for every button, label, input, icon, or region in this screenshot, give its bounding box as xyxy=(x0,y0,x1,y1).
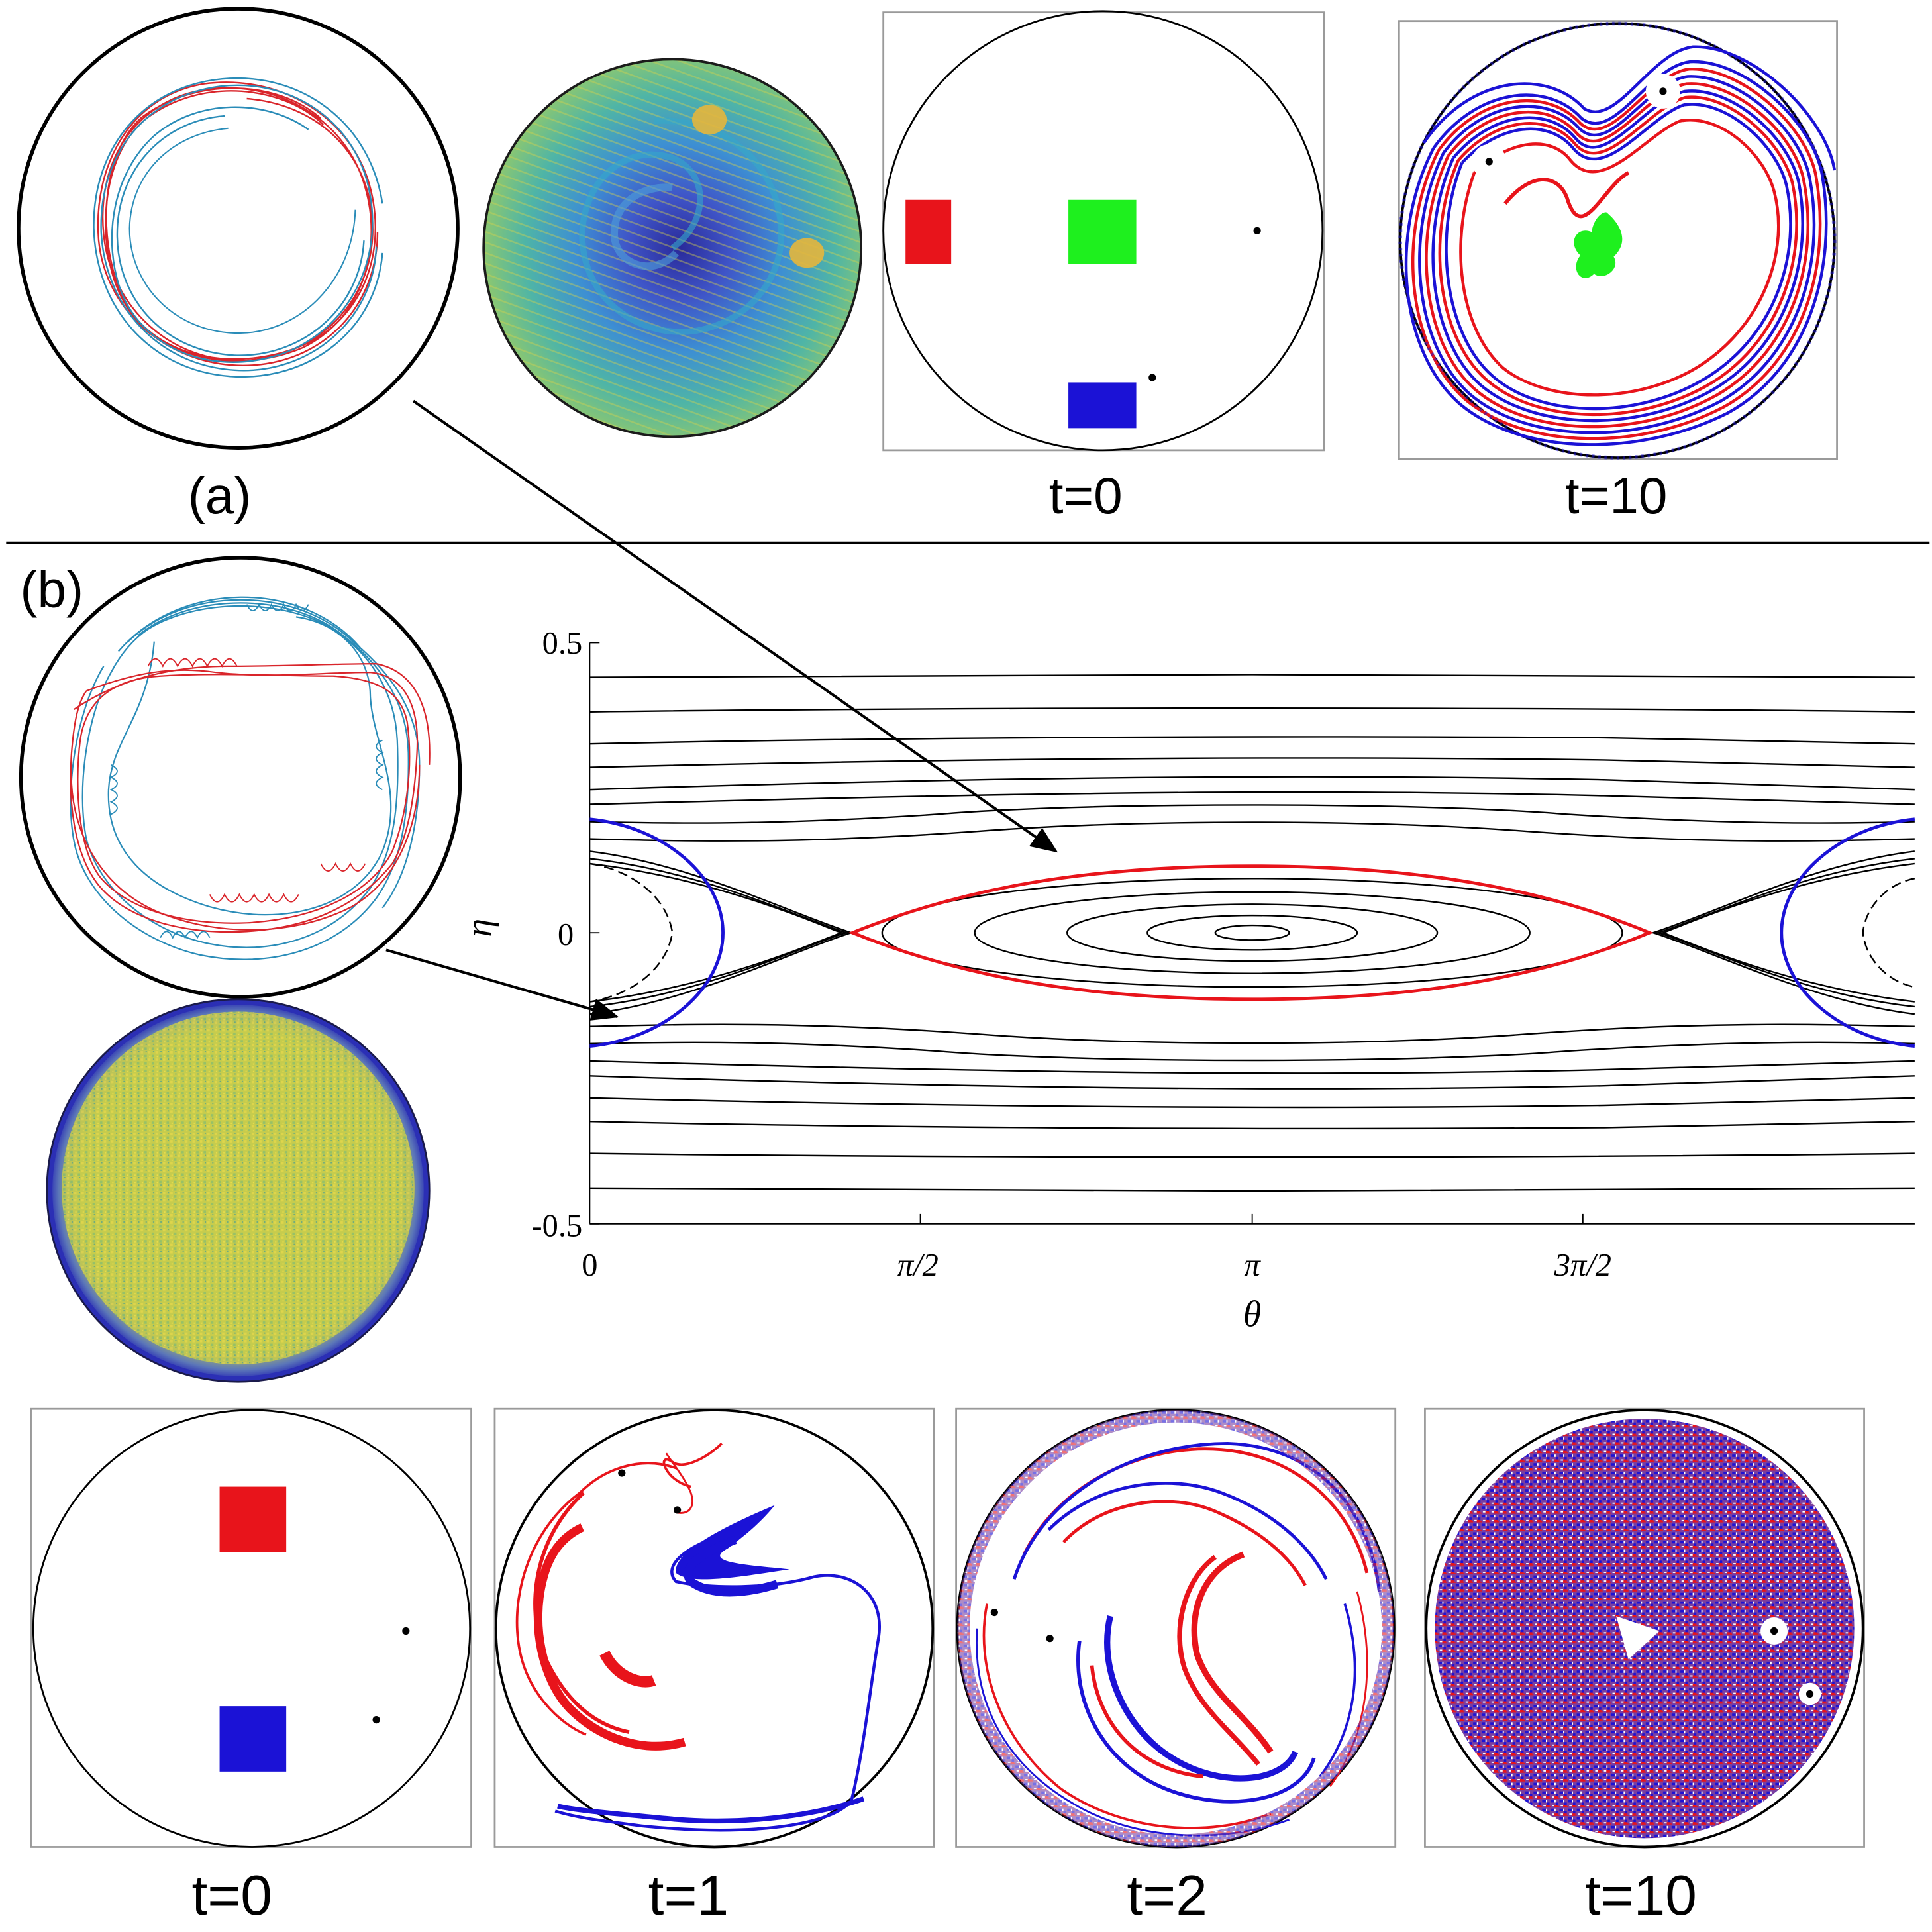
point-vortex xyxy=(990,1608,998,1617)
panel-a-density-disk xyxy=(482,58,863,438)
panel-b-density-disk xyxy=(46,998,431,1383)
streamline xyxy=(589,1023,1915,1044)
panel-b-time-label-0: t=0 xyxy=(191,1864,272,1927)
panel-b-time-label-2: t=2 xyxy=(1127,1864,1207,1927)
point-vortex xyxy=(1770,1627,1778,1635)
point-vortex xyxy=(1253,227,1261,234)
x-tick-label: π xyxy=(1245,1248,1262,1283)
panel-a: (a) t=0 xyxy=(17,7,1838,525)
streamline xyxy=(589,1120,1915,1130)
closed-orbit xyxy=(1146,914,1358,951)
panel-a-t10-frame xyxy=(1398,20,1838,460)
point-vortex xyxy=(618,1469,626,1477)
closed-orbit xyxy=(881,878,1623,988)
separatrix xyxy=(1651,850,1915,1015)
panel-a-trajectory-disk xyxy=(17,7,460,450)
green-blob-deformed xyxy=(1574,212,1623,278)
point-vortex xyxy=(1148,374,1156,381)
streamline xyxy=(589,1152,1915,1158)
panel-b-label: (b) xyxy=(20,560,83,618)
streamline xyxy=(589,674,1915,678)
streamline xyxy=(589,776,1915,791)
point-vortex xyxy=(1659,87,1667,95)
blue-separatrix xyxy=(589,817,725,1048)
y-tick-label: -0.5 xyxy=(532,1208,583,1243)
x-tick-label: π/2 xyxy=(897,1248,939,1283)
red-blob xyxy=(905,199,952,264)
point-vortex xyxy=(1806,1690,1814,1698)
panel-b-t2-frame xyxy=(955,1407,1397,1849)
x-tick-label: 0 xyxy=(582,1248,597,1283)
streamline xyxy=(589,1041,1915,1062)
blue-separatrix xyxy=(1780,817,1915,1048)
panel-b-t1-frame xyxy=(493,1407,935,1849)
phase-portrait: 0.5 0 -0.5 0 π/2 π 3π/2 θ η xyxy=(458,626,1915,1335)
panel-b-t10-frame xyxy=(1424,1407,1865,1849)
separatrix xyxy=(589,850,854,1015)
panel-b-time-label-1: t=1 xyxy=(648,1864,729,1927)
arrow-a-to-red-orbit xyxy=(412,399,1058,853)
panel-b-time-label-3: t=10 xyxy=(1585,1864,1697,1927)
green-blob xyxy=(1068,199,1137,264)
closed-orbit xyxy=(1214,924,1290,941)
arrow-b-to-blue-orbit xyxy=(385,948,619,1021)
panel-b-t0-frame xyxy=(30,1407,472,1848)
point-vortex xyxy=(1046,1635,1054,1643)
streamline xyxy=(589,1075,1915,1090)
panel-a-label: (a) xyxy=(188,466,252,525)
streamline xyxy=(589,1060,1915,1074)
streamline xyxy=(589,804,1915,824)
streamline xyxy=(589,707,1915,713)
closed-orbit xyxy=(974,891,1531,974)
panel-a-t0-frame xyxy=(882,10,1325,452)
x-tick-label: 3π/2 xyxy=(1554,1248,1611,1283)
y-axis-label: η xyxy=(458,919,499,937)
point-vortex xyxy=(674,1506,682,1514)
streamline xyxy=(589,1187,1915,1192)
panel-b: (b) xyxy=(19,399,1915,1927)
blue-blob xyxy=(1068,382,1137,429)
point-vortex xyxy=(372,1716,380,1724)
y-tick-label: 0 xyxy=(558,917,574,952)
panel-a-time-label-0: t=0 xyxy=(1049,466,1123,525)
y-tick-label: 0.5 xyxy=(542,626,583,661)
x-axis-label: θ xyxy=(1243,1294,1261,1335)
streamline xyxy=(589,1097,1915,1109)
streamline xyxy=(589,757,1915,768)
panel-a-time-label-1: t=10 xyxy=(1565,466,1667,525)
blue-blob xyxy=(219,1706,287,1772)
streamline xyxy=(589,821,1915,842)
streamline xyxy=(589,791,1915,805)
red-separatrix xyxy=(848,864,1654,1001)
streamline xyxy=(589,736,1915,745)
red-blob xyxy=(219,1486,287,1552)
panel-b-trajectory-disk xyxy=(19,556,462,999)
point-vortex xyxy=(1485,158,1493,166)
point-vortex xyxy=(402,1627,410,1635)
closed-orbit xyxy=(1066,903,1439,962)
